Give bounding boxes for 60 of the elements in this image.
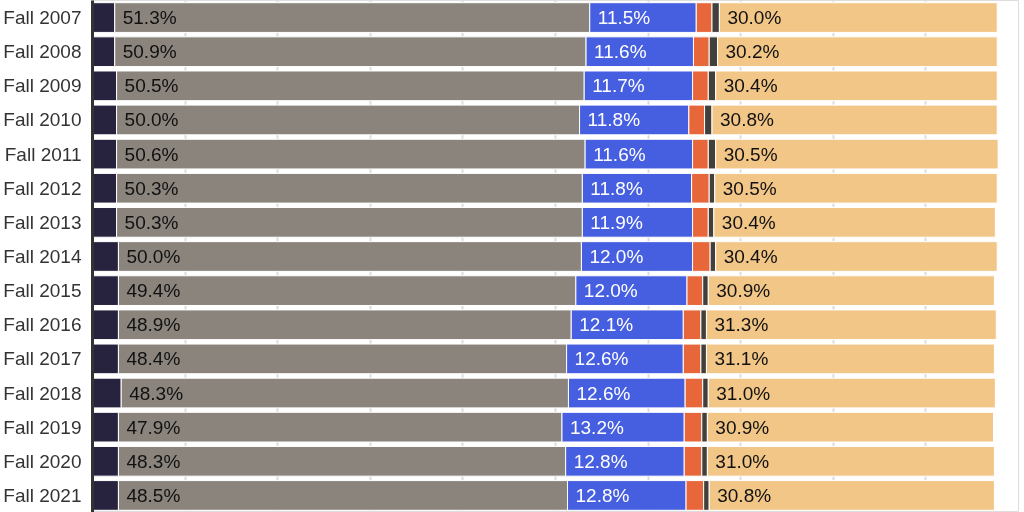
data-label: 11.5% <box>597 7 651 29</box>
data-label: 48.3% <box>126 450 181 472</box>
data-label: 30.0% <box>727 7 782 29</box>
data-label: 49.4% <box>126 280 181 302</box>
data-label: 11.6% <box>593 143 646 165</box>
data-label: 48.5% <box>126 484 181 506</box>
data-label: 30.8% <box>717 484 772 506</box>
y-tick-label: Fall 2014 <box>3 246 82 267</box>
data-label: 31.0% <box>715 450 770 472</box>
data-label: 13.2% <box>569 416 624 438</box>
data-label: 30.8% <box>719 109 774 131</box>
data-label: 11.7% <box>592 75 645 97</box>
data-label: 11.6% <box>594 41 647 63</box>
y-tick-label: Fall 2007 <box>3 7 82 29</box>
data-label: 12.8% <box>573 450 628 472</box>
data-label: 12.0% <box>583 280 638 302</box>
data-label: 12.0% <box>589 246 644 267</box>
data-label: 50.0% <box>124 109 179 131</box>
data-label: 48.3% <box>129 382 184 404</box>
y-tick-label: Fall 2010 <box>3 109 82 131</box>
data-label: 31.0% <box>716 382 771 404</box>
data-label: 50.6% <box>124 143 179 165</box>
data-label: 30.4% <box>723 246 778 267</box>
data-label: 50.0% <box>126 246 181 267</box>
y-tick-label: Fall 2018 <box>3 382 82 404</box>
data-label: 30.2% <box>725 41 780 63</box>
data-label: 48.9% <box>126 314 181 336</box>
data-label: 30.4% <box>723 75 778 97</box>
data-label: 12.1% <box>579 314 634 336</box>
data-label: 30.9% <box>716 280 771 302</box>
y-tick-label: Fall 2016 <box>3 314 82 336</box>
y-tick-label: Fall 2021 <box>3 484 82 506</box>
data-label: 30.9% <box>715 416 770 438</box>
data-label: 30.4% <box>721 211 776 233</box>
data-label: 51.3% <box>122 7 177 29</box>
data-label: 31.1% <box>714 348 769 370</box>
y-tick-label: Fall 2012 <box>3 177 82 199</box>
data-label: 12.6% <box>574 348 629 370</box>
y-tick-label: Fall 2011 <box>4 143 82 165</box>
data-label: 11.8% <box>587 109 641 131</box>
data-label: 31.3% <box>714 314 769 336</box>
y-tick-label: Fall 2009 <box>3 75 82 97</box>
data-label: 11.8% <box>590 177 643 199</box>
y-tick-label: Fall 2017 <box>3 348 82 370</box>
data-label: 30.5% <box>722 177 777 199</box>
y-tick-label: Fall 2013 <box>3 211 82 233</box>
data-label: 50.5% <box>124 75 179 97</box>
y-tick-label: Fall 2015 <box>3 280 82 302</box>
y-tick-label: Fall 2019 <box>3 416 82 438</box>
data-label: 47.9% <box>126 416 181 438</box>
data-label: 11.9% <box>590 211 643 233</box>
y-tick-label: Fall 2020 <box>3 450 82 472</box>
data-label: 48.4% <box>126 348 181 370</box>
data-label: 12.6% <box>576 382 631 404</box>
data-label: 50.3% <box>124 211 179 233</box>
data-label: 50.9% <box>122 41 177 63</box>
data-label: 50.3% <box>124 177 179 199</box>
y-tick-label: Fall 2008 <box>3 41 82 63</box>
data-label: 30.5% <box>723 143 778 165</box>
data-label: 12.8% <box>575 484 630 506</box>
